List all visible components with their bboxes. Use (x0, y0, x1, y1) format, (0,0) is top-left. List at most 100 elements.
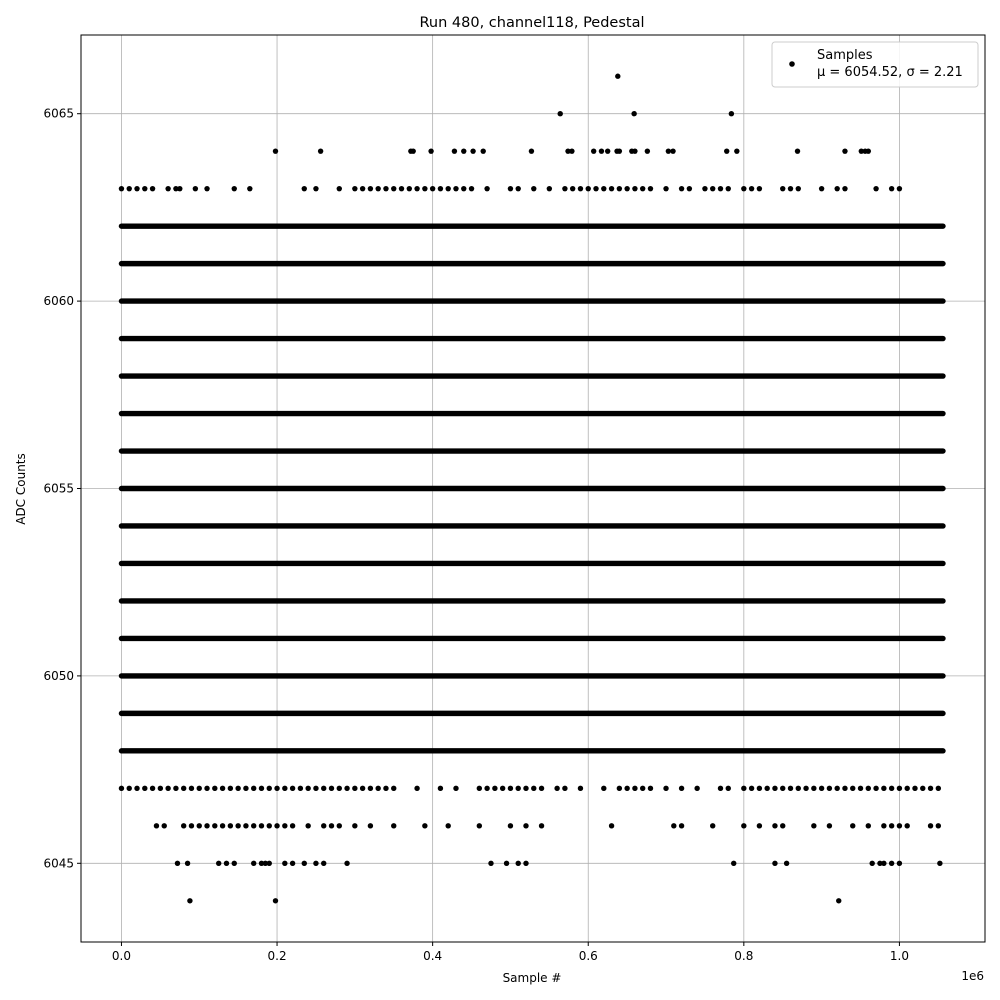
sample-point (528, 148, 535, 154)
sample-point (153, 823, 160, 829)
sample-point (598, 148, 605, 154)
sample-point (445, 185, 451, 192)
sample-point (865, 148, 872, 154)
sample-point (484, 785, 490, 792)
sample-point (453, 785, 459, 792)
sample-point (247, 185, 253, 192)
sample-point (937, 860, 943, 866)
sample-point (865, 785, 872, 792)
sample-point (546, 185, 553, 192)
sample-point (453, 185, 459, 192)
sample-point (670, 148, 676, 154)
sample-point (266, 785, 272, 792)
sample-point (780, 785, 786, 792)
sample-point (741, 823, 747, 829)
sample-point (445, 823, 451, 829)
sample-point (142, 185, 148, 192)
sample-point (538, 823, 545, 829)
sample-point (429, 185, 436, 192)
x-tick-label: 0.2 (268, 949, 287, 963)
sample-point (896, 785, 903, 792)
sample-point (577, 185, 584, 192)
sample-point (904, 823, 910, 829)
sample-point (503, 860, 510, 866)
sample-point (811, 823, 817, 829)
sample-point (608, 823, 615, 829)
sample-point (523, 823, 529, 829)
sample-point (858, 148, 865, 154)
sample-point (842, 185, 848, 192)
sample-point (842, 785, 848, 792)
sample-point (857, 785, 864, 792)
sample-point (515, 185, 521, 192)
sample-point (157, 785, 164, 792)
sample-point (212, 823, 218, 829)
sample-point (565, 148, 571, 154)
sample-point (258, 785, 265, 792)
sample-point (783, 860, 790, 866)
sample-point (251, 785, 257, 792)
sample-point (282, 823, 288, 829)
sample-point (834, 185, 840, 192)
sample-point (523, 785, 529, 792)
sample-point (375, 785, 381, 792)
sample-point (352, 785, 358, 792)
sample-point (756, 185, 763, 192)
x-axis-offset-label: 1e6 (961, 969, 984, 983)
sample-point (811, 785, 817, 792)
sample-point (888, 823, 895, 829)
sample-point (702, 185, 708, 192)
sample-point (523, 860, 529, 866)
sample-point (678, 823, 685, 829)
sample-point (235, 785, 241, 792)
sample-point (336, 823, 342, 829)
sample-point (227, 785, 234, 792)
sample-point (734, 148, 740, 154)
sample-point (531, 185, 537, 192)
sample-point (359, 785, 366, 792)
sample-point (142, 785, 148, 792)
sample-point (251, 823, 257, 829)
sample-point (126, 785, 132, 792)
x-axis-label: Sample # (503, 971, 562, 985)
sample-point (391, 823, 397, 829)
y-tick-label: 6050 (43, 669, 74, 683)
sample-point (367, 185, 374, 192)
y-tick-label: 6065 (43, 107, 74, 121)
sample-point (888, 185, 895, 192)
sample-point (826, 785, 833, 792)
sample-point (873, 785, 879, 792)
sample-point (624, 785, 630, 792)
sample-point (180, 823, 187, 829)
sample-point (554, 785, 560, 792)
sample-point (639, 785, 646, 792)
sample-point (180, 785, 187, 792)
sample-point (896, 860, 903, 866)
sample-point (414, 785, 420, 792)
sample-point (631, 111, 637, 117)
sample-point (881, 823, 887, 829)
sample-point (488, 860, 494, 866)
sample-point (219, 823, 226, 829)
sample-point (274, 785, 280, 792)
sample-point (616, 185, 623, 192)
sample-point (161, 823, 167, 829)
x-tick-label: 0.8 (734, 949, 753, 963)
sample-point (515, 860, 521, 866)
legend-label: Samples (817, 48, 873, 63)
sample-point (877, 860, 883, 866)
sample-point (639, 185, 646, 192)
sample-point (480, 148, 486, 154)
sample-point (772, 785, 778, 792)
sample-point (741, 785, 747, 792)
sample-point (717, 185, 724, 192)
sample-point (461, 185, 467, 192)
sample-point (344, 860, 350, 866)
x-axis-ticks: 0.0 0.2 0.4 0.6 0.8 1.0 (112, 942, 909, 963)
sample-point (710, 185, 716, 192)
sample-point (632, 785, 638, 792)
sample-point (632, 185, 638, 192)
sample-point (414, 185, 420, 192)
sample-point (451, 148, 458, 154)
